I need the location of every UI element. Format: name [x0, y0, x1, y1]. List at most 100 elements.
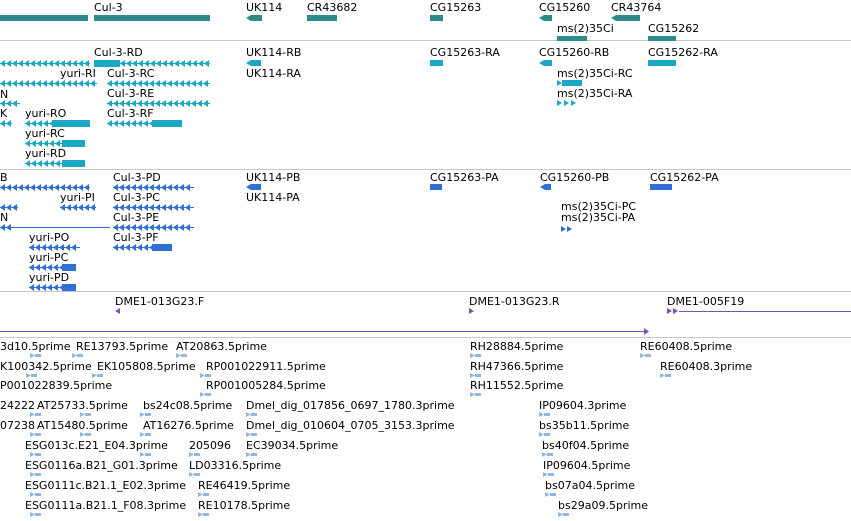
- transcript-glyph-cul-3-rd-exon[interactable]: [120, 60, 125, 67]
- transcript-glyph-cul-3-rd-exon[interactable]: [132, 60, 137, 67]
- transcript-glyph-yuri-ri-exon[interactable]: [72, 80, 77, 87]
- transcript-glyph-cul-3-re-exon[interactable]: [179, 100, 184, 107]
- transcript-glyph-yuri-ro-exon[interactable]: [37, 120, 42, 127]
- transcript-glyph-yuri-rc-exon[interactable]: [55, 140, 60, 147]
- protein-glyph-yuri-po-exon[interactable]: [59, 244, 64, 251]
- est-label[interactable]: RH11552.5prime: [470, 379, 564, 392]
- protein-glyph-cul-3-pe-exon[interactable]: [173, 224, 178, 231]
- transcript-glyph-cul-3-rd-exon[interactable]: [186, 60, 191, 67]
- est-glyph[interactable]: [470, 353, 475, 358]
- est-glyph[interactable]: [194, 453, 200, 456]
- protein-glyph-yuri-pd-exon[interactable]: [53, 284, 58, 291]
- clone-glyph-dme1-005f19[interactable]: [673, 308, 678, 314]
- clone-label-dme1-013g23-f[interactable]: DME1-013G23.F: [115, 295, 205, 308]
- transcript-glyph-cul-3-rd-exon[interactable]: [126, 60, 131, 67]
- transcript-glyph-yuri-ri-exon[interactable]: [54, 80, 59, 87]
- transcript-glyph-cul-3-rd-exon[interactable]: [156, 60, 161, 67]
- transcript-label-n[interactable]: N: [0, 88, 9, 101]
- protein-glyph-yuri-pc-exon[interactable]: [35, 264, 40, 271]
- protein-glyph-yuri-exon[interactable]: [6, 184, 11, 191]
- est-label[interactable]: RE60408.5prime: [640, 340, 733, 353]
- est-label[interactable]: K100342.5prime: [0, 360, 92, 373]
- protein-label-yuri-pc[interactable]: yuri-PC: [29, 251, 69, 264]
- protein-glyph-cul-3-pe-exon[interactable]: [179, 224, 184, 231]
- protein-label-n[interactable]: N: [0, 211, 9, 224]
- protein-glyph-ms2-35ci-pa[interactable]: [561, 226, 566, 232]
- gene-label-cg15262[interactable]: CG15262: [648, 22, 700, 35]
- protein-glyph-cul-3-pd-exon[interactable]: [143, 184, 148, 191]
- transcript-glyph-cul-3-rc-exon[interactable]: [197, 80, 202, 87]
- protein-label-cul-3-pd[interactable]: Cul-3-PD: [113, 171, 161, 184]
- transcript-glyph-cul-3-re-exon[interactable]: [191, 100, 196, 107]
- est-glyph[interactable]: [640, 353, 645, 358]
- est-glyph[interactable]: [35, 493, 41, 496]
- transcript-glyph-yuri-exon[interactable]: [54, 60, 59, 67]
- est-glyph[interactable]: [198, 492, 203, 497]
- est-label[interactable]: bs07a04.5prime: [545, 479, 635, 492]
- transcript-glyph-yuri-exon[interactable]: [48, 60, 53, 67]
- est-glyph[interactable]: [145, 413, 151, 416]
- protein-glyph-cul-3-pc-exon[interactable]: [137, 204, 142, 211]
- est-glyph[interactable]: [97, 374, 103, 377]
- protein-glyph-cul-3-pc-exon[interactable]: [149, 204, 154, 211]
- transcript-label-yuri-ro[interactable]: yuri-RO: [25, 107, 67, 120]
- est-glyph[interactable]: [72, 353, 77, 358]
- protein-label-uk114-pb[interactable]: UK114-PB: [246, 171, 301, 184]
- est-label[interactable]: 205096: [189, 439, 231, 452]
- transcript-glyph-n-exon[interactable]: [0, 100, 5, 107]
- transcript-glyph-cul-3-re-exon[interactable]: [137, 100, 142, 107]
- transcript-label-ms2-35ci-ra[interactable]: ms(2)35Ci-RA: [557, 87, 633, 100]
- est-glyph[interactable]: [26, 373, 31, 378]
- protein-glyph-n-line[interactable]: [0, 227, 110, 228]
- est-glyph[interactable]: [198, 512, 203, 517]
- est-label[interactable]: 24222: [0, 399, 35, 412]
- protein-glyph-cul-3-pd-exon[interactable]: [167, 184, 172, 191]
- gene-label-uk114[interactable]: UK114: [246, 1, 283, 14]
- transcript-glyph-cul-3-rc-exon[interactable]: [155, 80, 160, 87]
- est-glyph[interactable]: [145, 453, 151, 456]
- transcript-glyph-cul-3-re-exon[interactable]: [161, 100, 166, 107]
- transcript-glyph-cul-3-re-exon[interactable]: [197, 100, 202, 107]
- est-glyph[interactable]: [539, 412, 544, 417]
- transcript-glyph-yuri-exon[interactable]: [42, 60, 47, 67]
- transcript-glyph-yuri-ri-exon[interactable]: [0, 80, 5, 87]
- est-label[interactable]: RP001005284.5prime: [206, 379, 326, 392]
- est-glyph[interactable]: [77, 354, 83, 357]
- clone-label-dme1-013g23-r[interactable]: DME1-013G23.R: [469, 295, 560, 308]
- gene-glyph-cg15263[interactable]: [430, 15, 443, 21]
- protein-glyph-cul-3-pc-exon[interactable]: [173, 204, 178, 211]
- est-glyph[interactable]: [35, 354, 41, 357]
- protein-label-ms2-35ci-pc[interactable]: ms(2)35Ci-PC: [561, 200, 637, 213]
- est-glyph[interactable]: [251, 433, 257, 436]
- transcript-glyph-cul-3-rc-exon[interactable]: [149, 80, 154, 87]
- est-glyph[interactable]: [660, 373, 665, 378]
- protein-glyph-yuri-po-exon[interactable]: [41, 244, 46, 251]
- gene-label-cr43682[interactable]: CR43682: [307, 1, 358, 14]
- est-label[interactable]: RE13793.5prime: [76, 340, 169, 353]
- protein-glyph-cul-3-pf[interactable]: [152, 244, 172, 251]
- transcript-glyph-yuri-ri-exon[interactable]: [42, 80, 47, 87]
- clone-label-dme1-005f19[interactable]: DME1-005F19: [667, 295, 745, 308]
- transcript-glyph-cg15260-rb[interactable]: [544, 60, 552, 66]
- est-label[interactable]: AT15480.5prime: [37, 419, 128, 432]
- protein-label-yuri-pd[interactable]: yuri-PD: [29, 271, 70, 284]
- protein-glyph-cul-3-pd-exon[interactable]: [119, 184, 124, 191]
- est-glyph[interactable]: [30, 432, 35, 437]
- est-glyph[interactable]: [246, 432, 251, 437]
- protein-glyph-yuri-pi-exon[interactable]: [84, 204, 89, 211]
- transcript-label-uk114-rb[interactable]: UK114-RB: [246, 46, 302, 59]
- transcript-glyph-cul-3-re-exon[interactable]: [131, 100, 136, 107]
- transcript-glyph-yuri-rd-exon[interactable]: [49, 160, 54, 167]
- est-label[interactable]: EC39034.5prime: [246, 439, 339, 452]
- protein-glyph-yuri-exon[interactable]: [0, 184, 5, 191]
- transcript-label-cg15263-ra[interactable]: CG15263-RA: [430, 46, 500, 59]
- transcript-glyph-cul-3-re-exon[interactable]: [203, 100, 208, 107]
- transcript-glyph-yuri-ri-exon[interactable]: [6, 80, 11, 87]
- transcript-glyph-cg15262-ra[interactable]: [648, 60, 676, 66]
- transcript-glyph-ms2-35ci-rc[interactable]: [562, 80, 582, 86]
- transcript-glyph-cul-3-rd-exon[interactable]: [192, 60, 197, 67]
- gene-label-cg15260[interactable]: CG15260: [539, 1, 591, 14]
- protein-label-cul-3-pe[interactable]: Cul-3-PE: [113, 211, 160, 224]
- transcript-glyph-cul-3-rd-exon[interactable]: [198, 60, 203, 67]
- protein-glyph-yuri-exon[interactable]: [72, 184, 77, 191]
